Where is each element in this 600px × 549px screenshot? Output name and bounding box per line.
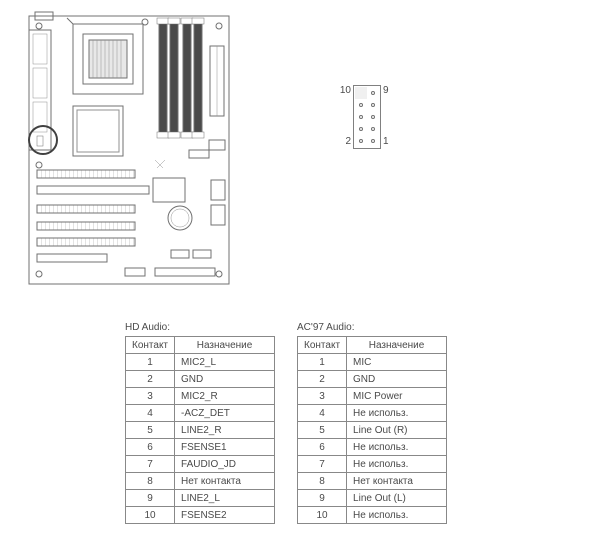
table-row: 8Нет контакта xyxy=(298,473,447,490)
cell-contact: 1 xyxy=(298,354,347,371)
motherboard-diagram xyxy=(25,10,235,295)
table-row: 10Не использ. xyxy=(298,507,447,524)
hd-audio-title: HD Audio: xyxy=(125,322,275,333)
cell-contact: 6 xyxy=(126,439,175,456)
table-row: 2GND xyxy=(298,371,447,388)
cell-assign: GND xyxy=(347,371,447,388)
cell-contact: 10 xyxy=(298,507,347,524)
cell-assign: -ACZ_DET xyxy=(175,405,275,422)
cell-contact: 2 xyxy=(126,371,175,388)
pin-7 xyxy=(367,99,379,111)
pin-1 xyxy=(367,135,379,147)
cell-assign: Line Out (R) xyxy=(347,422,447,439)
cell-contact: 9 xyxy=(126,490,175,507)
table-row: 9LINE2_L xyxy=(126,490,275,507)
ac97-audio-title: AC'97 Audio: xyxy=(297,322,447,333)
table-row: 8Нет контакта xyxy=(126,473,275,490)
table-row: 7Не использ. xyxy=(298,456,447,473)
cell-contact: 4 xyxy=(298,405,347,422)
cell-contact: 5 xyxy=(298,422,347,439)
cell-assign: Нет контакта xyxy=(347,473,447,490)
cell-assign: Не использ. xyxy=(347,439,447,456)
cell-assign: MIC2_L xyxy=(175,354,275,371)
hd-audio-table-block: HD Audio: Контакт Назначение 1MIC2_L2GND… xyxy=(125,322,275,524)
hd-audio-table: Контакт Назначение 1MIC2_L2GND3MIC2_R4-A… xyxy=(125,336,275,524)
pin-grid xyxy=(353,85,381,149)
cell-contact: 7 xyxy=(126,456,175,473)
pin-label-10: 10 xyxy=(335,85,353,96)
ac97-tbody: 1MIC2GND3MIC Power4Не использ.5Line Out … xyxy=(298,354,447,524)
cell-assign: Не использ. xyxy=(347,456,447,473)
cell-assign: FSENSE1 xyxy=(175,439,275,456)
table-row: 4-ACZ_DET xyxy=(126,405,275,422)
cell-contact: 3 xyxy=(298,388,347,405)
ac97-th-contact: Контакт xyxy=(298,337,347,354)
cell-assign: MIC Power xyxy=(347,388,447,405)
cell-assign: Line Out (L) xyxy=(347,490,447,507)
pin-label-9: 9 xyxy=(381,85,399,96)
pin-10-blocked xyxy=(355,87,367,99)
cell-contact: 3 xyxy=(126,388,175,405)
cell-contact: 8 xyxy=(298,473,347,490)
cell-assign: Нет контакта xyxy=(175,473,275,490)
cell-contact: 2 xyxy=(298,371,347,388)
hd-th-assign: Назначение xyxy=(175,337,275,354)
table-row: 7FAUDIO_JD xyxy=(126,456,275,473)
pin-9 xyxy=(367,87,379,99)
cell-contact: 8 xyxy=(126,473,175,490)
table-row: 5Line Out (R) xyxy=(298,422,447,439)
pin-6 xyxy=(355,111,367,123)
cell-assign: FAUDIO_JD xyxy=(175,456,275,473)
hd-th-contact: Контакт xyxy=(126,337,175,354)
cell-assign: LINE2_L xyxy=(175,490,275,507)
ac97-audio-table: Контакт Назначение 1MIC2GND3MIC Power4Не… xyxy=(297,336,447,524)
pin-5 xyxy=(367,111,379,123)
table-row: 10FSENSE2 xyxy=(126,507,275,524)
ac97-th-assign: Назначение xyxy=(347,337,447,354)
pin-2 xyxy=(355,135,367,147)
cell-contact: 7 xyxy=(298,456,347,473)
pinout-header-diagram: 10 2 9 xyxy=(335,85,399,149)
pin-label-1: 1 xyxy=(381,136,399,147)
cell-assign: Не использ. xyxy=(347,507,447,524)
cell-assign: GND xyxy=(175,371,275,388)
cell-assign: MIC xyxy=(347,354,447,371)
pin-label-2: 2 xyxy=(335,136,353,147)
table-row: 6FSENSE1 xyxy=(126,439,275,456)
cell-contact: 6 xyxy=(298,439,347,456)
table-row: 4Не использ. xyxy=(298,405,447,422)
table-row: 5LINE2_R xyxy=(126,422,275,439)
cell-assign: LINE2_R xyxy=(175,422,275,439)
pin-8 xyxy=(355,99,367,111)
pin-3 xyxy=(367,123,379,135)
table-row: 3MIC2_R xyxy=(126,388,275,405)
cell-assign: MIC2_R xyxy=(175,388,275,405)
cell-contact: 5 xyxy=(126,422,175,439)
table-row: 1MIC2_L xyxy=(126,354,275,371)
table-row: 6Не использ. xyxy=(298,439,447,456)
table-row: 2GND xyxy=(126,371,275,388)
hd-tbody: 1MIC2_L2GND3MIC2_R4-ACZ_DET5LINE2_R6FSEN… xyxy=(126,354,275,524)
cell-contact: 1 xyxy=(126,354,175,371)
pin-4 xyxy=(355,123,367,135)
table-row: 9Line Out (L) xyxy=(298,490,447,507)
cell-contact: 4 xyxy=(126,405,175,422)
cell-contact: 9 xyxy=(298,490,347,507)
table-row: 1MIC xyxy=(298,354,447,371)
cell-contact: 10 xyxy=(126,507,175,524)
cell-assign: Не использ. xyxy=(347,405,447,422)
ac97-audio-table-block: AC'97 Audio: Контакт Назначение 1MIC2GND… xyxy=(297,322,447,524)
cell-assign: FSENSE2 xyxy=(175,507,275,524)
pinout-tables: HD Audio: Контакт Назначение 1MIC2_L2GND… xyxy=(125,322,447,524)
table-row: 3MIC Power xyxy=(298,388,447,405)
